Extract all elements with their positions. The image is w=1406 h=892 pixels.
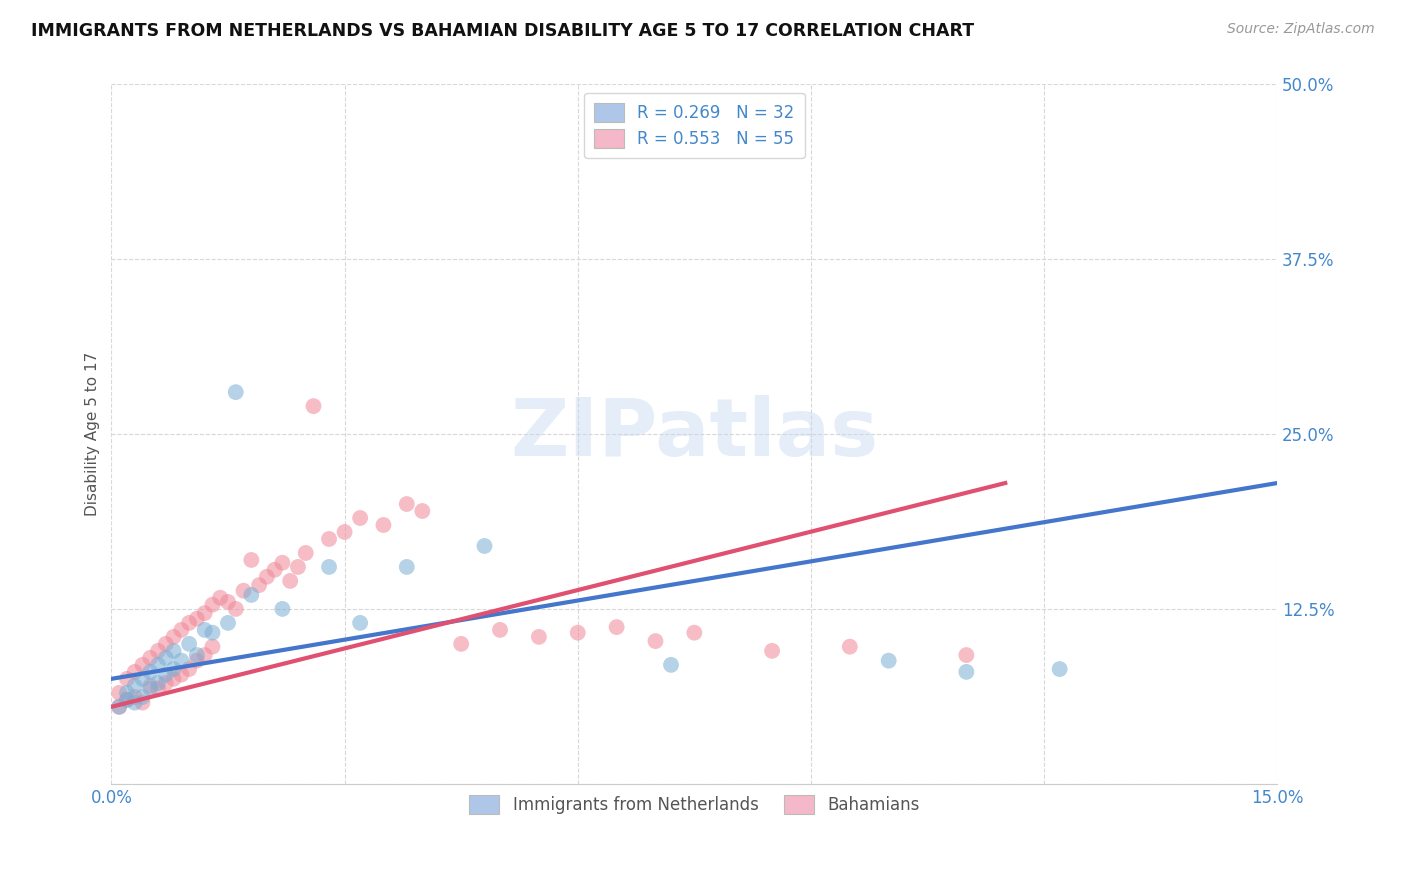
Point <box>194 623 217 637</box>
Point <box>225 385 247 400</box>
Point <box>877 654 900 668</box>
Point <box>450 637 472 651</box>
Point <box>333 524 356 539</box>
Text: IMMIGRANTS FROM NETHERLANDS VS BAHAMIAN DISABILITY AGE 5 TO 17 CORRELATION CHART: IMMIGRANTS FROM NETHERLANDS VS BAHAMIAN … <box>31 22 974 40</box>
Point <box>761 644 783 658</box>
Point <box>139 665 162 679</box>
Point <box>108 699 131 714</box>
Point <box>247 578 270 592</box>
Point <box>170 623 193 637</box>
Point <box>124 696 146 710</box>
Point <box>302 399 325 413</box>
Point <box>131 696 153 710</box>
Legend: Immigrants from Netherlands, Bahamians: Immigrants from Netherlands, Bahamians <box>460 785 929 824</box>
Point <box>186 654 208 668</box>
Point <box>162 644 184 658</box>
Point <box>1049 662 1071 676</box>
Point <box>256 570 278 584</box>
Point <box>115 693 138 707</box>
Point <box>179 637 201 651</box>
Point <box>170 654 193 668</box>
Point <box>194 648 217 662</box>
Point <box>108 686 131 700</box>
Point <box>146 644 169 658</box>
Y-axis label: Disability Age 5 to 17: Disability Age 5 to 17 <box>86 352 100 516</box>
Point <box>659 657 682 672</box>
Text: Source: ZipAtlas.com: Source: ZipAtlas.com <box>1227 22 1375 37</box>
Point <box>395 560 418 574</box>
Point <box>217 595 239 609</box>
Point <box>225 602 247 616</box>
Point <box>155 667 177 681</box>
Point <box>131 657 153 672</box>
Point <box>124 665 146 679</box>
Point <box>683 625 706 640</box>
Point <box>201 625 224 640</box>
Point <box>318 532 340 546</box>
Point <box>146 657 169 672</box>
Point <box>139 679 162 693</box>
Point <box>139 681 162 696</box>
Point <box>318 560 340 574</box>
Point <box>395 497 418 511</box>
Point <box>201 598 224 612</box>
Point <box>411 504 433 518</box>
Point <box>146 681 169 696</box>
Point <box>373 518 395 533</box>
Point <box>170 667 193 681</box>
Point <box>155 651 177 665</box>
Point <box>209 591 232 605</box>
Point <box>146 676 169 690</box>
Point <box>955 665 977 679</box>
Point <box>240 588 263 602</box>
Point <box>294 546 316 560</box>
Point <box>567 625 589 640</box>
Point <box>606 620 628 634</box>
Point <box>131 672 153 686</box>
Point <box>115 672 138 686</box>
Point <box>349 511 371 525</box>
Point <box>162 662 184 676</box>
Point <box>271 556 294 570</box>
Point <box>489 623 512 637</box>
Point <box>162 672 184 686</box>
Point <box>179 662 201 676</box>
Point <box>131 690 153 704</box>
Point <box>527 630 550 644</box>
Point <box>108 699 131 714</box>
Point <box>115 686 138 700</box>
Point <box>124 690 146 704</box>
Point <box>263 563 285 577</box>
Point <box>474 539 496 553</box>
Point <box>240 553 263 567</box>
Point <box>155 637 177 651</box>
Point <box>186 612 208 626</box>
Point <box>115 693 138 707</box>
Point <box>179 615 201 630</box>
Point <box>349 615 371 630</box>
Point <box>217 615 239 630</box>
Point <box>271 602 294 616</box>
Point <box>232 583 254 598</box>
Point <box>194 606 217 620</box>
Point <box>278 574 301 588</box>
Point <box>186 648 208 662</box>
Point <box>155 676 177 690</box>
Point <box>838 640 860 654</box>
Point <box>124 679 146 693</box>
Point <box>201 640 224 654</box>
Text: ZIPatlas: ZIPatlas <box>510 395 879 473</box>
Point <box>955 648 977 662</box>
Point <box>287 560 309 574</box>
Point <box>162 630 184 644</box>
Point <box>644 634 666 648</box>
Point <box>139 651 162 665</box>
